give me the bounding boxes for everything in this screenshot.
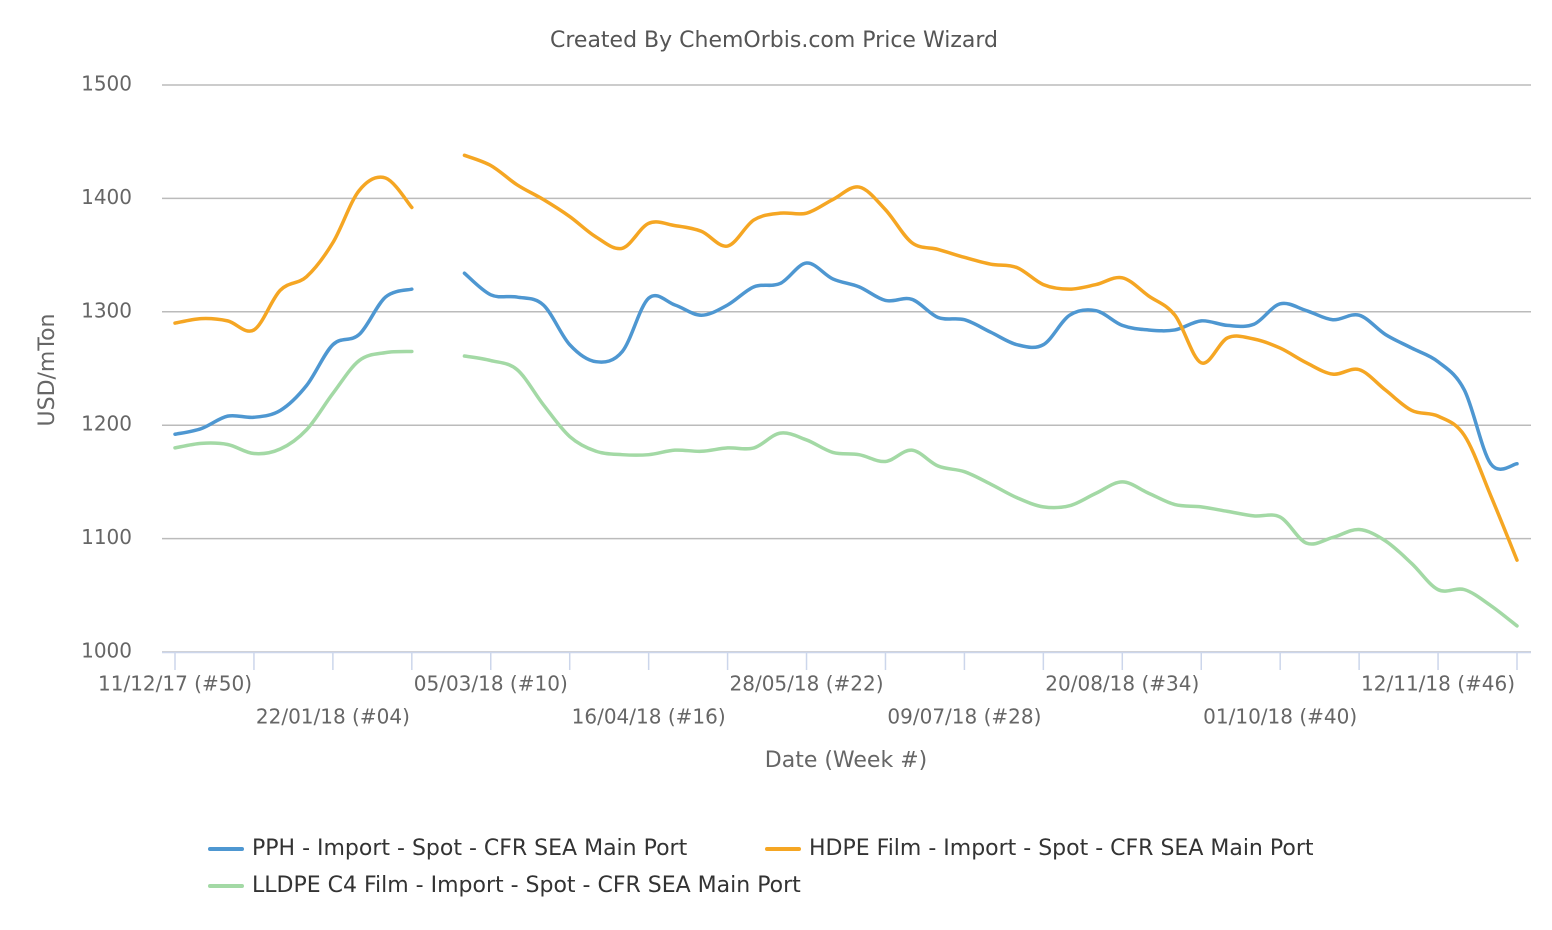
x-tick-label: 01/10/18 (#40) [1203,705,1357,729]
x-tick-label: 22/01/18 (#04) [256,705,410,729]
legend-label: LLDPE C4 Film - Import - Spot - CFR SEA … [252,873,801,898]
x-tick-label: 28/05/18 (#22) [730,672,884,696]
x-tick-label: 20/08/18 (#34) [1045,672,1199,696]
chart-title: Created By ChemOrbis.com Price Wizard [550,28,998,53]
x-tick-label: 05/03/18 (#10) [414,672,568,696]
x-tick-label: 09/07/18 (#28) [887,705,1041,729]
y-tick-label: 1100 [81,525,132,549]
x-tick-label: 12/11/18 (#46) [1361,672,1515,696]
series-line [173,261,1519,471]
y-tick-label: 1200 [81,412,132,436]
y-tick-label: 1000 [81,639,132,663]
y-tick-label: 1400 [81,185,132,209]
y-axis-title: USD/mTon [35,314,60,427]
series-line [173,153,1519,562]
legend-label: HDPE Film - Import - Spot - CFR SEA Main… [809,836,1314,861]
y-tick-label: 1300 [81,298,132,322]
x-tick-label: 11/12/17 (#50) [98,672,252,696]
y-tick-label: 1500 [81,72,132,96]
x-axis-title: Date (Week #) [765,748,927,773]
x-tick-label: 16/04/18 (#16) [572,705,726,729]
legend-label: PPH - Import - Spot - CFR SEA Main Port [252,836,688,861]
series-line [173,349,1519,628]
